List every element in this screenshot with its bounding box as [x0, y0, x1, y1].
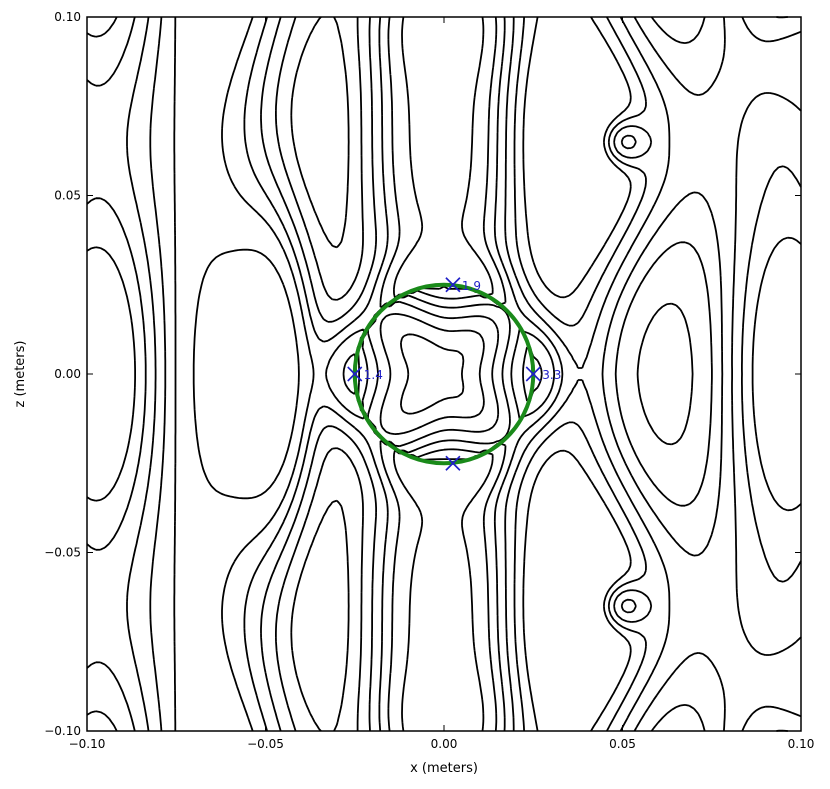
- marker-label: 1.4: [364, 368, 383, 382]
- x-tick-label: 0.10: [788, 737, 815, 751]
- x-marker: [445, 277, 461, 293]
- y-tick-label: 0.10: [54, 10, 81, 24]
- axis-ticks: −0.10 −0.05 0.00 0.05 0.10 −0.10 −0.05 0.00 0.05…: [44, 10, 814, 751]
- contour-lines: [86, 16, 802, 732]
- x-tick-label: 0.00: [431, 737, 458, 751]
- x-marker: [525, 366, 541, 382]
- marker-label: 1.9: [462, 279, 481, 293]
- contour-negative: [126, 16, 802, 732]
- contour-positive: [173, 16, 713, 732]
- contour-positive: [149, 16, 726, 732]
- x-marker: [347, 366, 363, 382]
- y-tick-label: −0.10: [44, 724, 81, 738]
- contour-negative: [86, 16, 802, 732]
- x-axis-label: x (meters): [410, 761, 478, 776]
- circle-overlay: 1.9 1.4 3.3: [347, 277, 561, 471]
- y-tick-label: 0.05: [54, 189, 81, 203]
- x-tick-label: −0.10: [69, 737, 106, 751]
- y-tick-label: 0.00: [54, 367, 81, 381]
- x-tick-label: 0.05: [609, 737, 636, 751]
- contour-negative: [86, 16, 802, 732]
- x-tick-label: −0.05: [247, 737, 284, 751]
- y-axis-label: z (meters): [13, 341, 28, 408]
- y-tick-label: −0.05: [44, 546, 81, 560]
- x-marker: [445, 455, 461, 471]
- contour-positive: [192, 16, 694, 732]
- marker-label: 3.3: [542, 368, 561, 382]
